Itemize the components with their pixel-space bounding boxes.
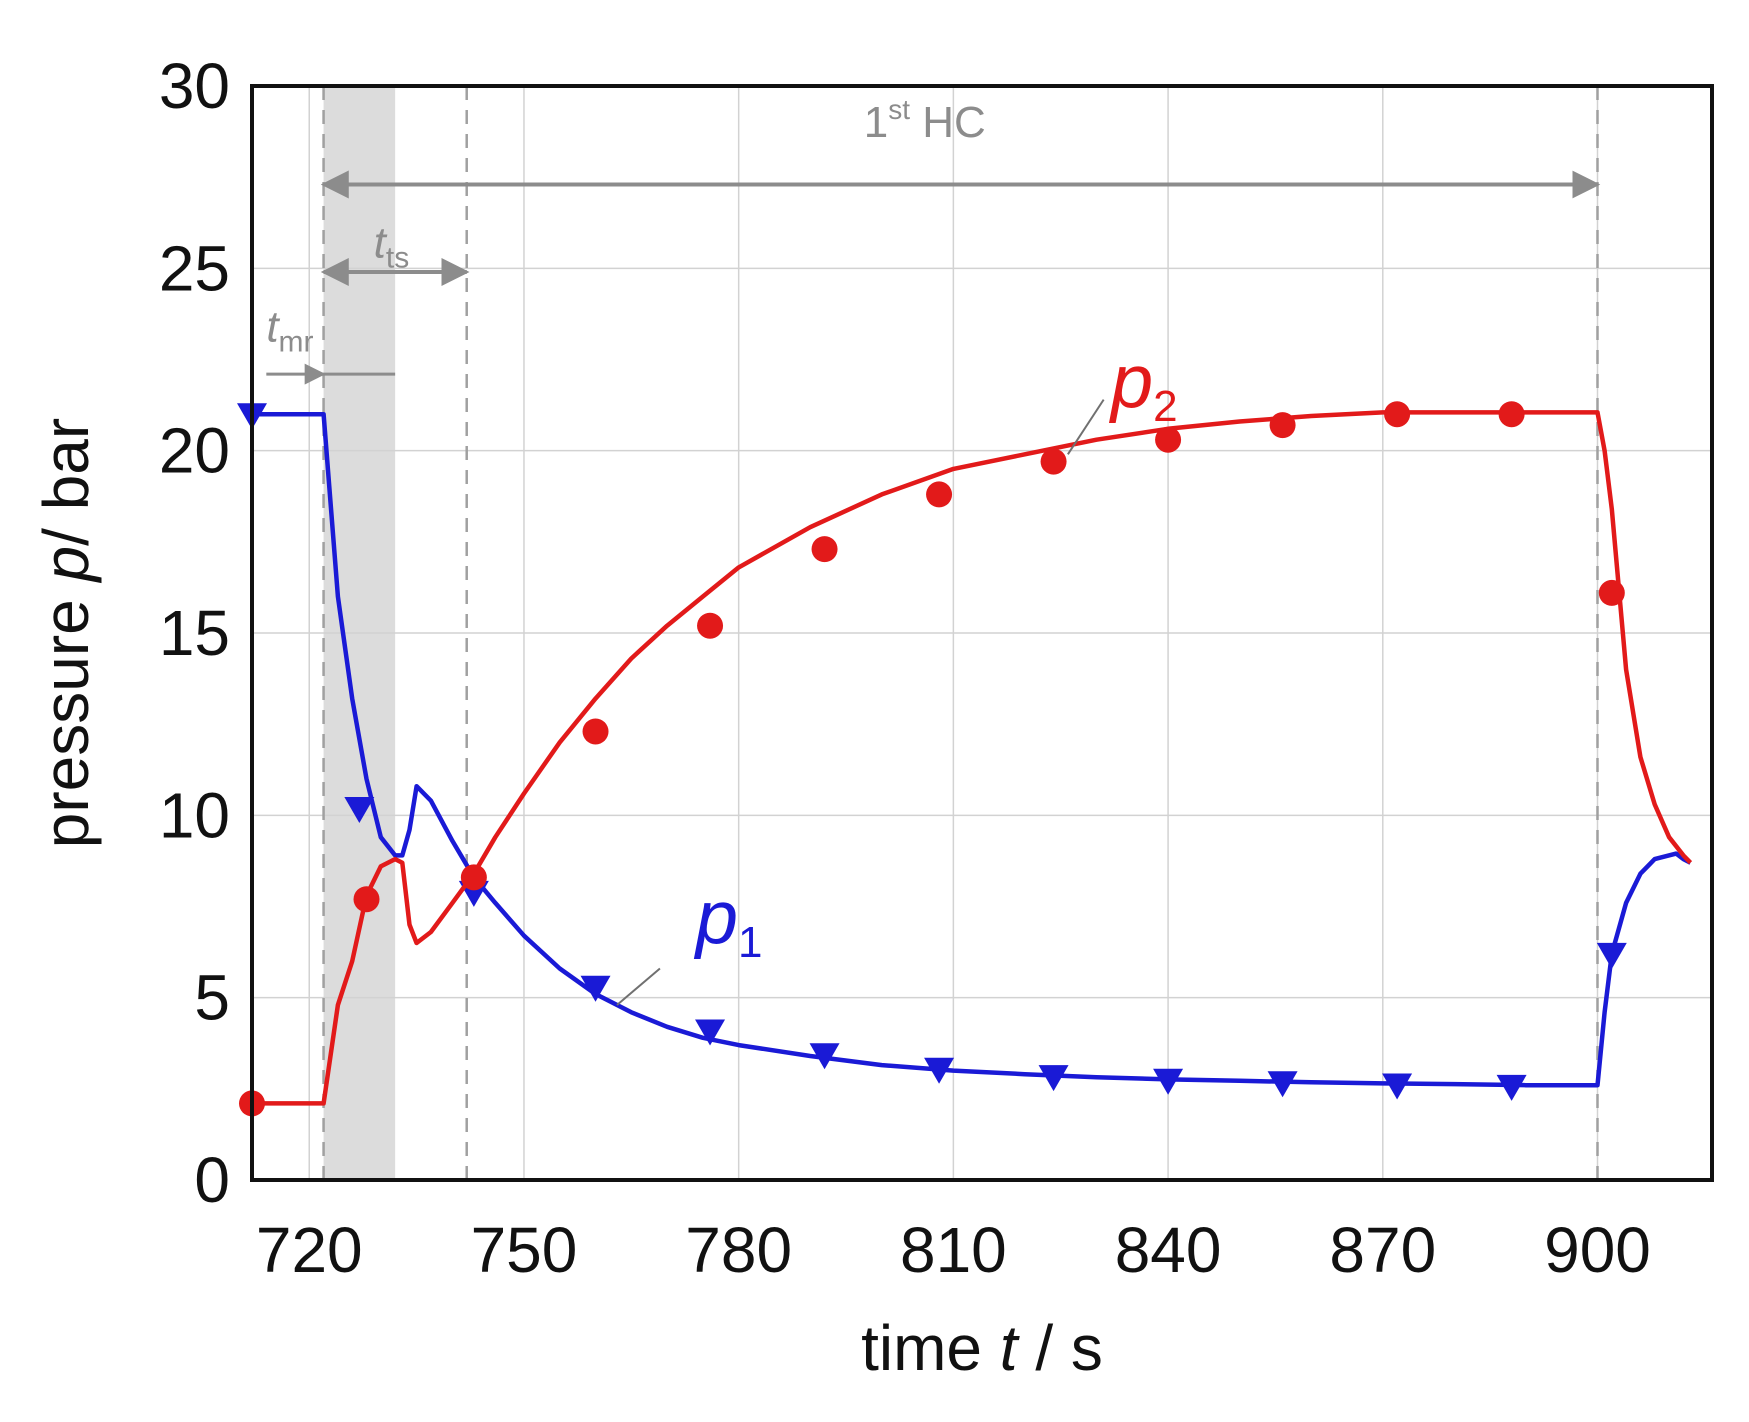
p2-marker	[1384, 401, 1411, 428]
t-ts-label-var: t	[374, 218, 388, 267]
x-axis-label-var: t	[1000, 1312, 1020, 1384]
p2-label-var: p	[1109, 339, 1153, 424]
y-tick-label: 15	[159, 597, 230, 669]
p1-marker	[344, 797, 375, 824]
p2-series-label: p2	[1109, 339, 1178, 431]
p2-marker	[353, 886, 380, 913]
hc-label-superscript: st	[888, 94, 910, 125]
x-tick-label: 870	[1329, 1214, 1436, 1286]
p1-marker	[1596, 942, 1627, 969]
p1-marker	[580, 975, 611, 1002]
x-axis-label: time t / s	[861, 1312, 1103, 1384]
series-layer	[237, 401, 1693, 1117]
y-tick-label: 30	[159, 50, 230, 122]
x-tick-label: 780	[685, 1214, 792, 1286]
p2-marker	[811, 536, 838, 563]
y-tick-label: 20	[159, 415, 230, 487]
p1-marker	[1496, 1074, 1527, 1101]
x-tick-label: 750	[471, 1214, 578, 1286]
p1-marker	[1038, 1065, 1069, 1092]
x-tick-label: 840	[1115, 1214, 1222, 1286]
p1-callout-line	[616, 967, 661, 1006]
plot-frame	[250, 84, 1714, 1182]
t-ts-label: tts	[374, 218, 410, 274]
y-tick-label: 10	[159, 779, 230, 851]
p1-series-label: p1	[694, 875, 763, 967]
p2-callout-line	[1067, 399, 1105, 455]
p2-marker	[582, 718, 609, 745]
y-axis-label-var: p	[30, 546, 102, 584]
series-callout-layer	[616, 399, 1105, 1006]
t-mr-label-sub: mr	[279, 325, 314, 358]
tick-label-layer: 720 750 780 810 840 870 900 0 5 10 15 20 25 30	[159, 50, 1651, 1286]
hc-label-rest: HC	[910, 98, 986, 147]
p1-line	[252, 411, 1692, 1088]
annotation-layer	[266, 170, 1601, 385]
x-axis-label-suffix: / s	[1018, 1312, 1103, 1384]
p1-marker	[1267, 1071, 1298, 1098]
p1-marker	[695, 1019, 726, 1046]
first-heating-cycle-label: 1st HC	[864, 94, 986, 147]
p2-marker	[1498, 401, 1525, 428]
p1-label-var: p	[694, 875, 738, 960]
x-tick-label: 720	[256, 1214, 363, 1286]
x-axis-label-prefix: time	[861, 1312, 1000, 1384]
p1-marker	[809, 1043, 840, 1070]
p1-marker	[1153, 1068, 1184, 1095]
y-tick-label: 5	[194, 962, 230, 1034]
p2-marker	[1040, 448, 1067, 475]
t-mr-label: tmr	[266, 302, 313, 358]
x-tick-label: 900	[1544, 1214, 1651, 1286]
p1-marker	[924, 1057, 955, 1084]
y-axis-label: pressure p/ bar	[30, 418, 102, 848]
grid-layer	[252, 85, 1712, 1181]
t-ts-label-sub: ts	[386, 241, 409, 274]
p2-label-sub: 2	[1153, 382, 1177, 431]
p2-marker	[460, 864, 487, 891]
y-axis-label-prefix: pressure	[30, 581, 102, 848]
p2-marker	[1598, 579, 1625, 606]
p2-marker	[697, 612, 724, 639]
p1-marker	[1382, 1073, 1413, 1100]
p2-marker	[926, 481, 953, 508]
p1-label-sub: 1	[738, 918, 762, 967]
y-tick-label: 0	[194, 1144, 230, 1216]
y-axis-label-suffix: / bar	[30, 418, 102, 546]
p2-marker	[1269, 412, 1296, 439]
t-mr-label-var: t	[266, 302, 280, 351]
p2-marker	[1155, 426, 1182, 453]
hc-label-number: 1	[864, 98, 888, 147]
p2-line	[252, 410, 1693, 1106]
x-tick-label: 810	[900, 1214, 1007, 1286]
y-tick-label: 25	[159, 232, 230, 304]
